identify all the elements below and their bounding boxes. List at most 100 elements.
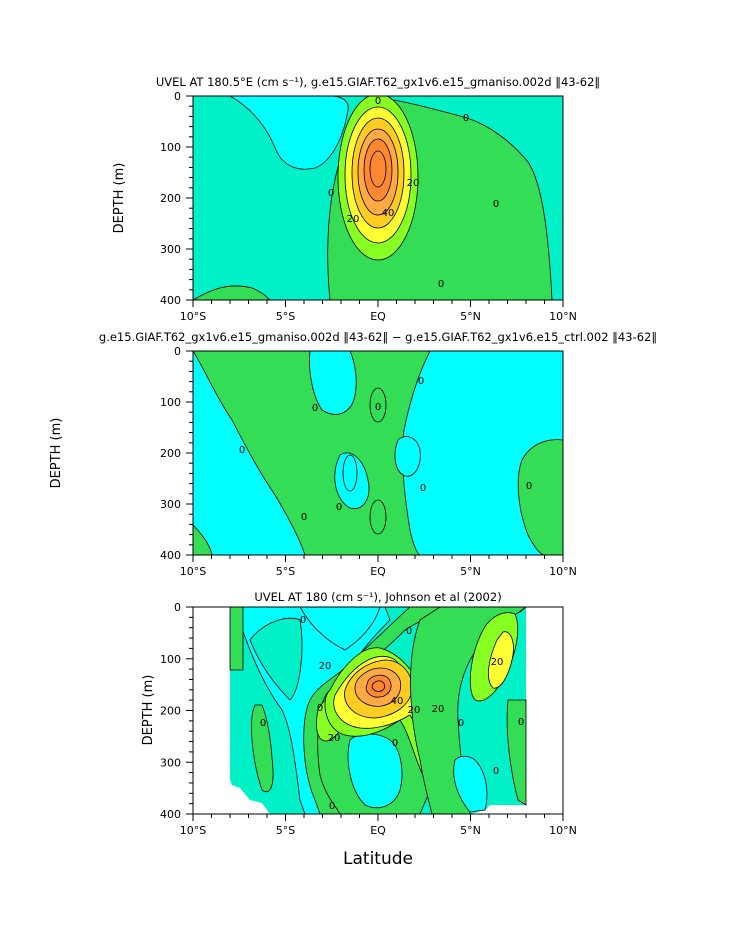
x-tick-label: 5°S xyxy=(276,565,295,578)
panel-1-positive-region-southwest xyxy=(193,285,271,300)
panel-2-clabel: 0 xyxy=(420,483,426,494)
panel-1-clabel: 0 xyxy=(463,113,469,124)
panel-3-clabel: 0 xyxy=(260,718,266,729)
panel-2-positive-blob-1 xyxy=(369,387,387,423)
panel-3: UVEL AT 180 (cm s⁻¹), Johnson et al (200… xyxy=(141,590,577,869)
panel-2-ylabel: DEPTH (m) xyxy=(49,418,64,489)
panel-2-axes: 10°S 5°S EQ 5°N 10°N 0 100 200 300 400 xyxy=(160,345,577,578)
panel-3-clabel: 0 xyxy=(329,801,335,812)
panel-2-clabel: 0 xyxy=(375,402,381,413)
panel-3-clabel: 0 xyxy=(458,718,464,729)
panel-3-contour-labels: 0 0 0 0 0 0 0 0 0 20 20 20 20 20 40 xyxy=(260,615,524,812)
panel-3-clabel: 0 xyxy=(493,766,499,777)
panel-3-title: UVEL AT 180 (cm s⁻¹), Johnson et al (200… xyxy=(254,590,501,604)
panel-3-clabel: 0 xyxy=(317,703,323,714)
panel-3-negative-southeast xyxy=(453,755,488,813)
x-tick-label: 5°N xyxy=(460,824,481,837)
x-tick-label: 5°S xyxy=(276,824,295,837)
y-tick-label: 300 xyxy=(160,756,181,769)
panel-3-clabel: 0 xyxy=(406,626,412,637)
panel-3-clabel: 20 xyxy=(319,661,332,672)
panel-3-clabel: 40 xyxy=(391,696,404,707)
panel-3-clabel: 20 xyxy=(491,657,504,668)
panel-3-positive-southwest xyxy=(251,704,274,793)
panel-3-xlabel: Latitude xyxy=(343,849,413,869)
panel-3-contours xyxy=(193,607,563,814)
panel-1-clabel: 20 xyxy=(347,214,360,225)
panel-2-positive-region-east xyxy=(517,439,563,555)
panel-2-clabel: 0 xyxy=(312,403,318,414)
panel-3-negative-north xyxy=(299,607,381,651)
x-tick-label: 10°S xyxy=(180,565,206,578)
panel-3-negative-inner xyxy=(249,617,303,701)
panel-3-level-60 xyxy=(365,674,392,698)
panel-2-clabel: 0 xyxy=(526,481,532,492)
y-tick-label: 0 xyxy=(174,601,181,614)
panel-3-positive-east-edge xyxy=(506,699,527,806)
y-tick-label: 100 xyxy=(160,653,181,666)
y-tick-label: 0 xyxy=(174,345,181,358)
x-tick-label: 10°S xyxy=(180,310,206,323)
x-tick-label: 5°S xyxy=(276,310,295,323)
y-tick-label: 300 xyxy=(160,243,181,256)
x-tick-label: EQ xyxy=(370,310,386,323)
panel-1-clabel: 40 xyxy=(382,208,395,219)
y-tick-label: 200 xyxy=(160,705,181,718)
x-tick-label: 5°N xyxy=(460,565,481,578)
panel-2-negative-blob-inner xyxy=(342,454,358,492)
panel-1-level-60 xyxy=(363,138,393,202)
panel-2-title: g.e15.GIAF.T62_gx1v6.e15_gmaniso.002d ‖4… xyxy=(99,330,657,344)
panel-1-contours xyxy=(193,96,563,300)
panel-2-contours xyxy=(193,351,563,555)
panel-3-positive-west-edge xyxy=(229,607,244,671)
panel-2: g.e15.GIAF.T62_gx1v6.e15_gmaniso.002d ‖4… xyxy=(49,330,657,578)
x-tick-label: 10°N xyxy=(549,310,577,323)
panel-1-title: UVEL AT 180.5°E (cm s⁻¹), g.e15.GIAF.T62… xyxy=(156,75,600,89)
panel-2-clabel: 0 xyxy=(239,445,245,456)
panel-2-positive-blob-2 xyxy=(369,499,387,535)
panel-1-ylabel: DEPTH (m) xyxy=(112,163,127,234)
panel-1-level-70 xyxy=(369,150,387,188)
panel-3-clabel: 20 xyxy=(328,733,341,744)
panel-2-positive-corner xyxy=(193,524,213,555)
panel-1-clabel: 0 xyxy=(375,96,381,107)
panel-1: UVEL AT 180.5°E (cm s⁻¹), g.e15.GIAF.T62… xyxy=(112,75,600,323)
y-tick-label: 100 xyxy=(160,396,181,409)
panel-2-clabel: 0 xyxy=(418,376,424,387)
panel-3-level-30-east xyxy=(487,631,514,689)
panel-3-negative-south xyxy=(347,733,403,809)
x-tick-label: 10°N xyxy=(549,824,577,837)
y-tick-label: 0 xyxy=(174,90,181,103)
y-tick-label: 300 xyxy=(160,498,181,511)
y-tick-label: 200 xyxy=(160,447,181,460)
panel-3-clabel: 0 xyxy=(300,615,306,626)
panel-1-clabel: 0 xyxy=(328,188,334,199)
panel-3-ylabel: DEPTH (m) xyxy=(141,675,156,746)
panel-3-clabel: 0 xyxy=(518,717,524,728)
panel-3-clabel: 0 xyxy=(392,738,398,749)
panel-2-negative-region-west xyxy=(193,351,306,555)
panel-3-level-70 xyxy=(371,680,386,692)
x-tick-label: 5°N xyxy=(460,310,481,323)
panel-1-clabel: 0 xyxy=(493,199,499,210)
panel-1-contour-labels: 0 0 0 0 0 20 20 40 xyxy=(328,96,499,290)
panel-2-clabel: 0 xyxy=(301,512,307,523)
panel-2-clabel: 0 xyxy=(336,502,342,513)
panel-3-clabel: 20 xyxy=(408,705,421,716)
x-tick-label: EQ xyxy=(370,565,386,578)
y-tick-label: 100 xyxy=(160,141,181,154)
panel-1-clabel: 0 xyxy=(438,279,444,290)
x-tick-label: 10°S xyxy=(180,824,206,837)
panel-2-contour-labels: 0 0 0 0 0 0 0 0 xyxy=(239,376,532,523)
panel-3-clabel: 20 xyxy=(432,704,445,715)
y-tick-label: 200 xyxy=(160,192,181,205)
panel-1-negative-region-west xyxy=(229,96,349,170)
panel-2-negative-blob-north xyxy=(309,351,357,415)
panel-2-negative-blob-east xyxy=(394,436,421,477)
panel-1-clabel: 20 xyxy=(407,178,420,189)
y-tick-label: 400 xyxy=(160,808,181,821)
y-tick-label: 400 xyxy=(160,294,181,307)
